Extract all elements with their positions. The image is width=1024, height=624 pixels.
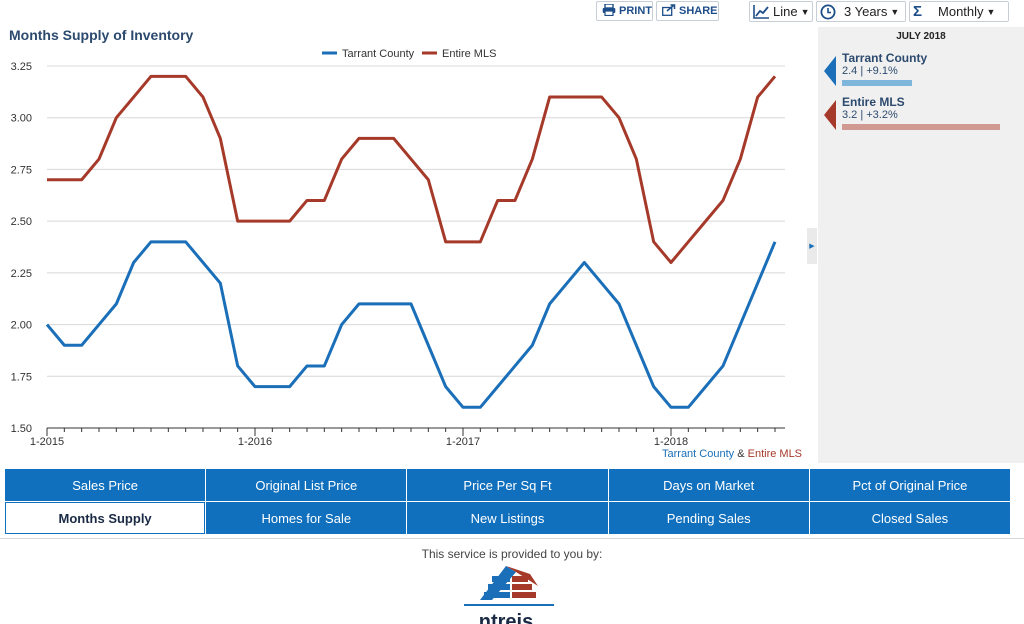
chart-title: Months Supply of Inventory <box>9 27 194 43</box>
source-note-tarrant: Tarrant County <box>662 448 735 460</box>
source-note-mls: Entire MLS <box>747 448 803 460</box>
ntreis-logo: ntreis <box>464 566 554 624</box>
chevron-down-icon: ▼ <box>986 6 996 17</box>
interval-select[interactable]: Σ Monthly ▼ <box>909 1 1009 22</box>
series-source-note: Tarrant County & Entire MLS <box>662 448 802 460</box>
chevron-down-icon: ▼ <box>890 6 900 17</box>
side-panel-month: JULY 2018 <box>896 31 946 42</box>
tab-original-list-price[interactable]: Original List Price <box>206 469 407 501</box>
tarrant-pointer-icon <box>824 56 836 86</box>
side-entry-value: 2.4 | +9.1% <box>842 65 898 77</box>
share-icon <box>662 3 676 19</box>
y-tick-label: 2.75 <box>11 164 32 176</box>
interval-value: Monthly <box>938 4 984 19</box>
x-tick-label: 1-2015 <box>30 436 64 448</box>
mls-pointer-icon <box>824 100 836 130</box>
side-entry-bar <box>842 80 912 86</box>
side-panel: JULY 2018 Tarrant County 2.4 | +9.1% Ent… <box>818 27 1024 463</box>
y-tick-label: 3.00 <box>11 113 32 125</box>
tab-new-listings[interactable]: New Listings <box>407 502 608 534</box>
metric-tabs: Sales Price Original List Price Price Per … <box>5 469 1010 534</box>
period-value: 3 Years <box>844 4 888 19</box>
tab-days-on-market[interactable]: Days on Market <box>608 469 809 501</box>
side-entry-tarrant: Tarrant County 2.4 | +9.1% <box>842 52 927 86</box>
print-button[interactable]: PRINT <box>596 1 653 21</box>
line-chart-icon <box>753 4 769 19</box>
side-entry-value: 3.2 | +3.2% <box>842 109 898 121</box>
share-label: SHARE <box>679 5 718 17</box>
series-line-entire-mls <box>47 74 777 265</box>
side-entry-bar <box>842 124 1000 130</box>
legend-label: Entire MLS <box>442 48 496 60</box>
y-tick-label: 3.25 <box>11 61 32 73</box>
collapse-panel-handle[interactable]: ▶ <box>807 228 817 264</box>
tab-pct-of-original-price[interactable]: Pct of Original Price <box>809 469 1010 501</box>
side-entry-name: Tarrant County <box>842 51 928 65</box>
x-tick-label: 1-2017 <box>446 436 480 448</box>
tab-sales-price[interactable]: Sales Price <box>5 469 206 501</box>
y-tick-label: 1.75 <box>11 371 32 383</box>
months-supply-chart: 1.50 1.75 2.00 2.25 2.50 2.75 3.00 3.25 1-2015 1-… <box>11 48 785 448</box>
logo-text: ntreis <box>479 611 533 624</box>
y-tick-label: 2.25 <box>11 268 32 280</box>
side-entry-name: Entire MLS <box>842 95 905 109</box>
clock-icon <box>820 4 836 20</box>
footer-divider <box>0 538 1024 539</box>
y-tick-label: 1.50 <box>11 423 32 435</box>
source-note-amp: & <box>734 448 748 460</box>
printer-icon <box>602 2 616 19</box>
tab-price-per-sq-ft[interactable]: Price Per Sq Ft <box>407 469 608 501</box>
chart-type-value: Line <box>773 4 798 19</box>
legend-label: Tarrant County <box>342 48 415 60</box>
chart-type-select[interactable]: Line ▼ <box>749 1 813 22</box>
tab-months-supply[interactable]: Months Supply <box>5 502 206 534</box>
x-tick-label: 1-2018 <box>654 436 688 448</box>
provided-by-text: This service is provided to you by: <box>421 547 603 561</box>
series-line-tarrant-county <box>45 240 777 409</box>
caret-right-icon: ▶ <box>809 243 815 250</box>
share-button[interactable]: SHARE <box>656 1 719 21</box>
chevron-down-icon: ▼ <box>800 6 810 17</box>
tab-homes-for-sale[interactable]: Homes for Sale <box>206 502 407 534</box>
y-tick-label: 2.50 <box>11 216 32 228</box>
y-tick-label: 2.00 <box>11 320 32 332</box>
period-select[interactable]: 3 Years ▼ <box>816 1 906 22</box>
tab-closed-sales[interactable]: Closed Sales <box>809 502 1010 534</box>
tab-pending-sales[interactable]: Pending Sales <box>608 502 809 534</box>
sigma-icon: Σ <box>913 3 923 20</box>
side-entry-mls: Entire MLS 3.2 | +3.2% <box>842 96 1000 130</box>
x-tick-label: 1-2016 <box>238 436 272 448</box>
print-label: PRINT <box>619 5 652 17</box>
